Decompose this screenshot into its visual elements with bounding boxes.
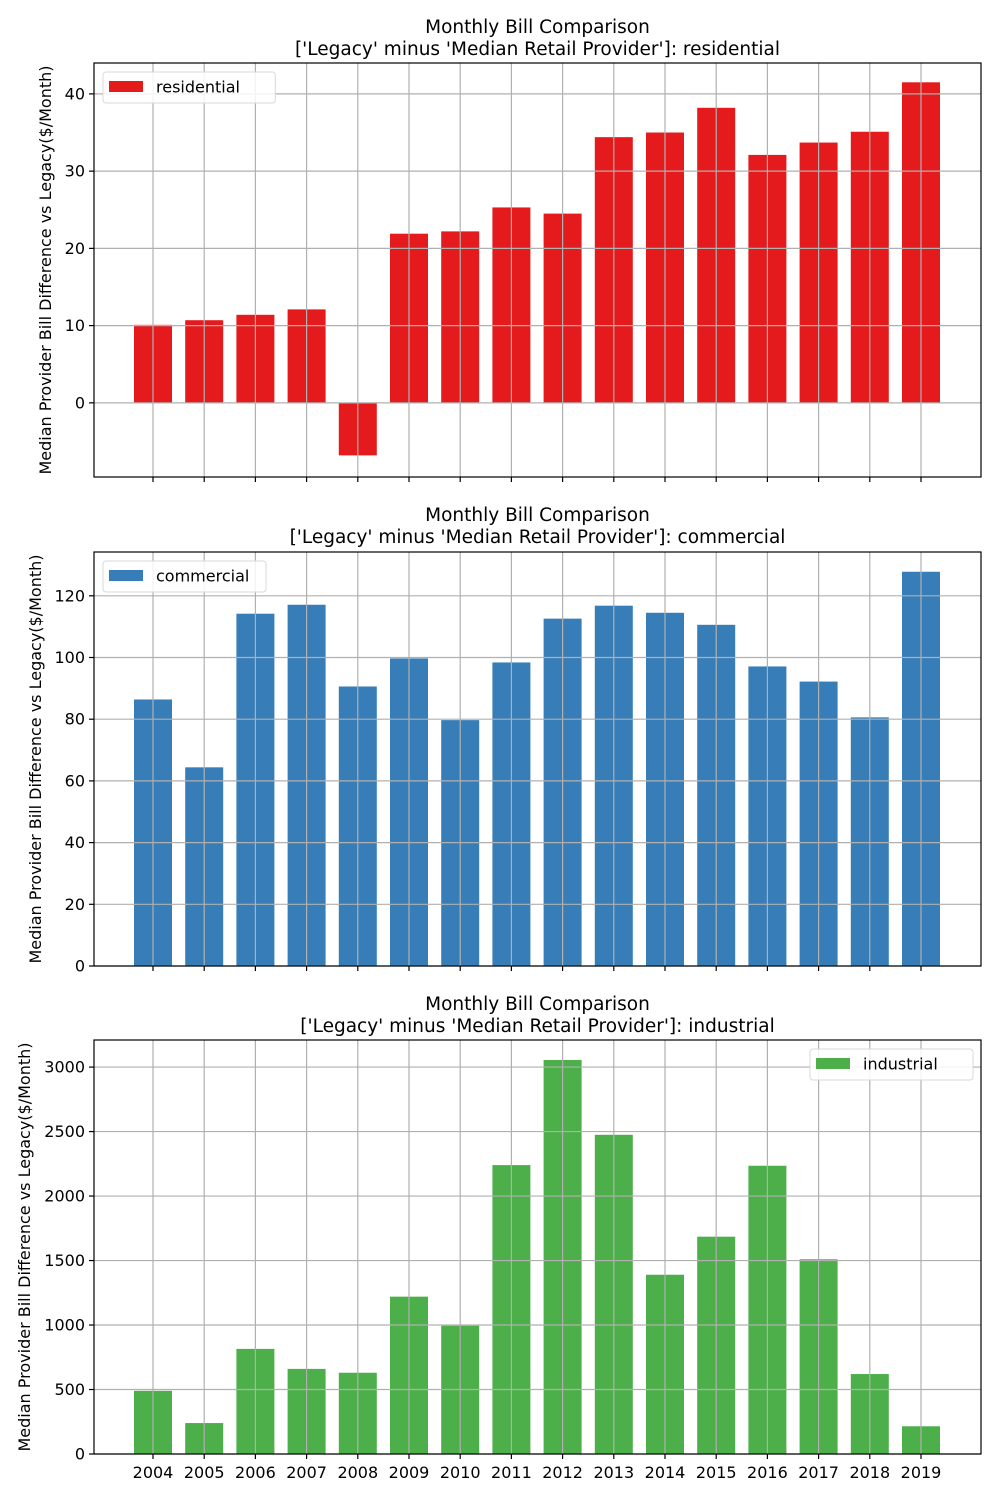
- x-tick-label: 2019: [901, 1463, 942, 1482]
- legend-box: [102, 71, 276, 104]
- legend-box: [102, 560, 267, 593]
- x-tick-label: 2010: [440, 1463, 481, 1482]
- legend-swatch: [109, 570, 143, 581]
- x-tick-label: 2004: [133, 1463, 174, 1482]
- x-tick-label: 2017: [798, 1463, 839, 1482]
- chart-subtitle: ['Legacy' minus 'Median Retail Provider'…: [290, 527, 786, 548]
- y-tick-label: 1000: [44, 1316, 85, 1335]
- y-tick-label: 3000: [44, 1058, 85, 1077]
- y-tick-label: 20: [65, 895, 85, 914]
- y-tick-label: 0: [75, 957, 85, 976]
- x-tick-label: 2008: [337, 1463, 378, 1482]
- y-tick-label: 0: [75, 1445, 85, 1464]
- chart-industrial: Monthly Bill Comparison['Legacy' minus '…: [15, 994, 982, 1482]
- x-tick-label: 2016: [747, 1463, 788, 1482]
- axes-frame: [93, 551, 982, 967]
- legend-box: [809, 1048, 974, 1081]
- axes-frame: [93, 62, 982, 478]
- y-tick-label: 20: [65, 239, 85, 258]
- y-tick-label: 60: [65, 771, 85, 790]
- y-axis-label: Median Provider Bill Difference vs Legac…: [26, 554, 45, 963]
- x-tick-label: 2005: [184, 1463, 225, 1482]
- x-tick-label: 2012: [542, 1463, 583, 1482]
- y-axis-label: Median Provider Bill Difference vs Legac…: [36, 65, 55, 474]
- x-tick-label: 2015: [696, 1463, 737, 1482]
- y-tick-label: 500: [54, 1380, 85, 1399]
- y-axis-label: Median Provider Bill Difference vs Legac…: [15, 1042, 34, 1451]
- legend: industrial: [809, 1048, 974, 1081]
- grid: [94, 552, 981, 967]
- legend-label: commercial: [156, 567, 249, 586]
- y-tick-label: 80: [65, 710, 85, 729]
- chart-title: Monthly Bill Comparison: [425, 17, 650, 38]
- chart-title: Monthly Bill Comparison: [425, 994, 650, 1015]
- x-tick-label: 2018: [849, 1463, 890, 1482]
- x-tick-label: 2013: [593, 1463, 634, 1482]
- legend: commercial: [102, 560, 267, 593]
- y-tick-label: 2500: [44, 1122, 85, 1141]
- chart-title: Monthly Bill Comparison: [425, 505, 650, 526]
- y-tick-label: 10: [65, 316, 85, 335]
- x-tick-label: 2007: [286, 1463, 327, 1482]
- x-tick-label: 2009: [389, 1463, 430, 1482]
- legend-swatch: [109, 81, 143, 92]
- axes-frame: [93, 1039, 982, 1455]
- y-tick-label: 120: [54, 586, 85, 605]
- y-tick-label: 30: [65, 162, 85, 181]
- chart-commercial: Monthly Bill Comparison['Legacy' minus '…: [26, 505, 982, 976]
- legend-label: residential: [156, 78, 240, 97]
- chart-subtitle: ['Legacy' minus 'Median Retail Provider'…: [295, 39, 780, 60]
- y-tick-label: 40: [65, 833, 85, 852]
- y-tick-label: 1500: [44, 1251, 85, 1270]
- chart-subtitle: ['Legacy' minus 'Median Retail Provider'…: [300, 1016, 774, 1037]
- x-tick-label: 2006: [235, 1463, 276, 1482]
- legend-swatch: [816, 1058, 850, 1069]
- y-tick-label: 40: [65, 84, 85, 103]
- grid: [94, 1040, 981, 1455]
- chart-residential: Monthly Bill Comparison['Legacy' minus '…: [36, 17, 982, 482]
- x-tick-label: 2011: [491, 1463, 532, 1482]
- x-tick-label: 2014: [645, 1463, 686, 1482]
- y-tick-label: 2000: [44, 1187, 85, 1206]
- legend: residential: [102, 71, 276, 104]
- y-tick-label: 100: [54, 648, 85, 667]
- legend-label: industrial: [863, 1055, 938, 1074]
- y-tick-label: 0: [75, 393, 85, 412]
